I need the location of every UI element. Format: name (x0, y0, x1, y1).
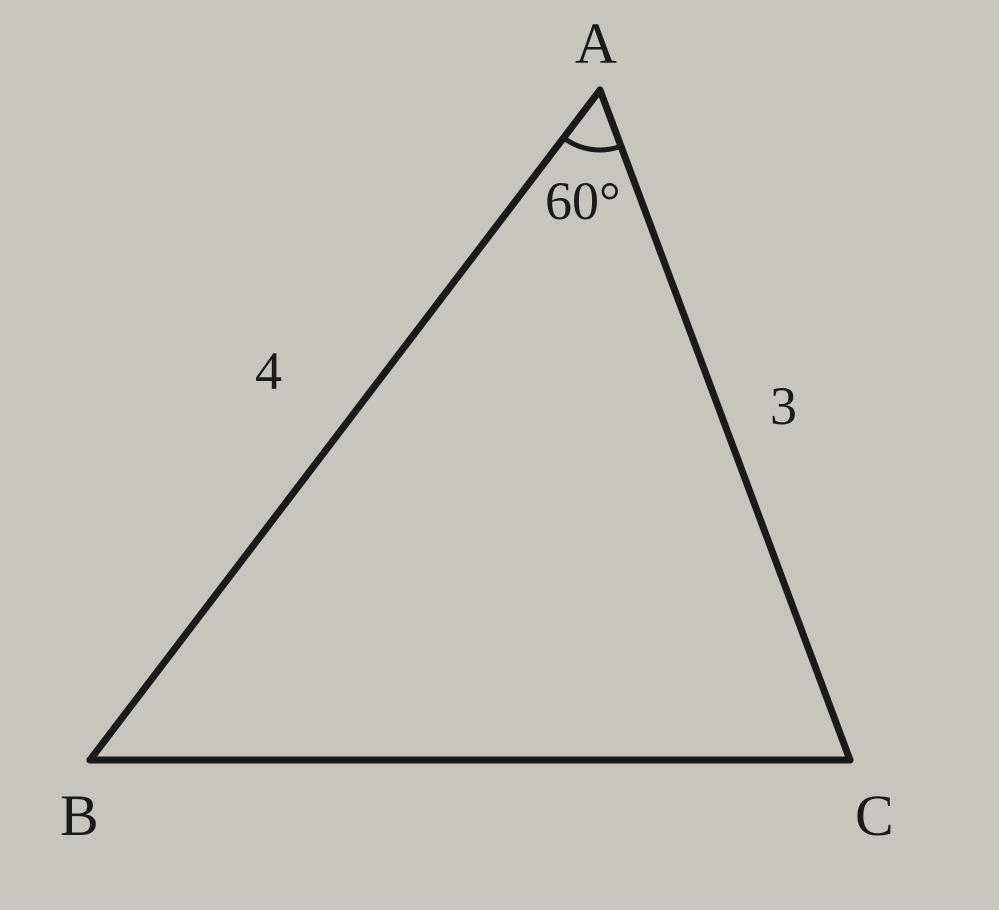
side-ab (90, 90, 600, 760)
side-ac (600, 90, 850, 760)
vertex-label-a: A (575, 10, 617, 77)
vertex-label-b: B (60, 782, 99, 849)
side-label-ab: 4 (255, 340, 282, 402)
vertex-label-c: C (855, 782, 894, 849)
angle-label-a: 60° (545, 170, 621, 232)
angle-arc (564, 138, 621, 150)
side-label-ac: 3 (770, 375, 797, 437)
triangle-svg (0, 0, 999, 910)
triangle-diagram: A B C 4 3 60° (0, 0, 999, 910)
